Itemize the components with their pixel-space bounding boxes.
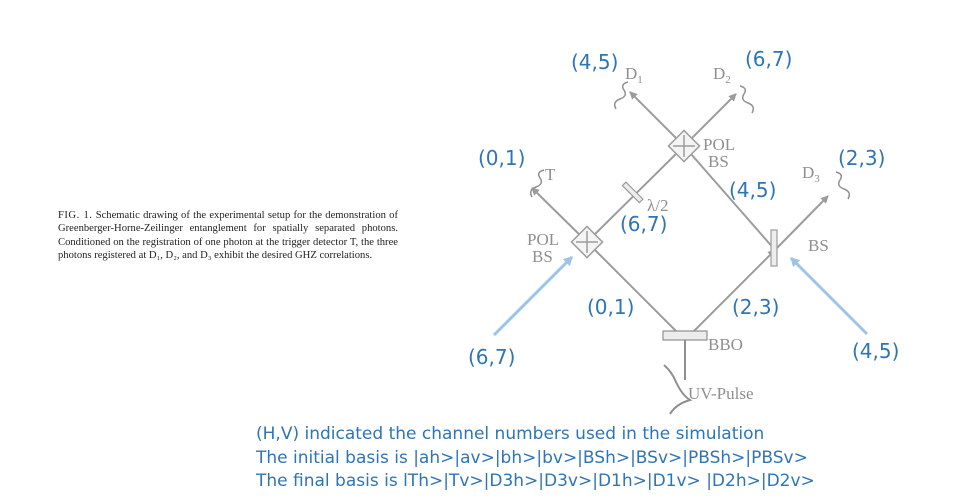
annotation-waveplate: (6,7) — [620, 212, 667, 236]
path-a-beam — [588, 243, 686, 341]
component-labels: POL BS POL BS BS BBO UV-Pulse T D1 D2 D3… — [527, 64, 829, 403]
annotation-right-input: (4,5) — [852, 339, 899, 363]
note-line: The initial basis is |ah>|av>|bh>|bv>|BS… — [256, 447, 808, 468]
bs-right-label: BS — [808, 236, 829, 255]
d1-detector-icon — [613, 81, 629, 110]
beam-to-trigger — [531, 187, 588, 243]
annotation-path-a: (0,1) — [587, 295, 634, 319]
figure-caption: FIG. 1. Schematic drawing of the experim… — [58, 209, 398, 263]
beam-to-d3 — [774, 195, 829, 251]
pol-bs-top-label-1: POL — [703, 135, 735, 154]
caption-label: FIG. 1. — [58, 210, 93, 221]
top-pol-beam-splitter — [667, 129, 701, 163]
annotation-path-b: (2,3) — [732, 295, 779, 319]
beam-paths — [531, 91, 829, 341]
d1-label: D1 — [625, 64, 643, 86]
note-line: The final basis is lTh>|Tv>|D3h>|D3v>|D1… — [256, 471, 815, 491]
uv-pulse — [663, 338, 693, 415]
bbo-label: BBO — [708, 335, 743, 354]
annotation-right-arm: (4,5) — [729, 178, 776, 202]
trigger-label: T — [545, 165, 556, 184]
beam-to-d1 — [629, 91, 685, 147]
annotation-d2: (6,7) — [745, 47, 792, 71]
d3-detector-icon — [835, 171, 851, 200]
annotation-d1: (4,5) — [571, 50, 618, 74]
uv-pulse-label: UV-Pulse — [688, 384, 754, 403]
path-b-beam — [684, 249, 776, 341]
pol-bs-left-label-1: POL — [527, 230, 559, 249]
annotation-left-input: (6,7) — [468, 345, 515, 369]
caption-text: Schematic drawing of the experimental se… — [58, 210, 398, 262]
beam-right-to-pol-bs — [683, 145, 776, 251]
input-arrows — [492, 255, 869, 337]
left-pol-beam-splitter — [570, 225, 604, 259]
d2-detector-icon — [739, 85, 755, 114]
d3-label: D3 — [802, 163, 820, 185]
note-line: (H,V) indicated the channel numbers used… — [256, 424, 765, 444]
waveplate-label: λ/2 — [647, 196, 668, 215]
right-input-arrow — [789, 256, 869, 336]
half-wave-plate — [621, 181, 644, 204]
d2-label: D2 — [713, 64, 731, 86]
channel-annotations: (0,1) (4,5) (6,7) (2,3) (0,1) (2,3) (6,7… — [468, 47, 899, 369]
annotation-d3: (2,3) — [838, 146, 885, 170]
beam-to-d2 — [683, 93, 737, 147]
pol-bs-top-label-2: BS — [708, 152, 729, 171]
right-beam-splitter — [770, 229, 778, 267]
detector-wiggles — [529, 81, 851, 200]
trigger-detector-icon — [529, 169, 545, 198]
bbo-crystal — [662, 330, 708, 341]
annotation-trigger: (0,1) — [478, 146, 525, 170]
simulation-notes: (H,V) indicated the channel numbers used… — [256, 423, 815, 494]
pol-bs-left-label-2: BS — [532, 247, 553, 266]
left-input-arrow — [492, 255, 574, 337]
